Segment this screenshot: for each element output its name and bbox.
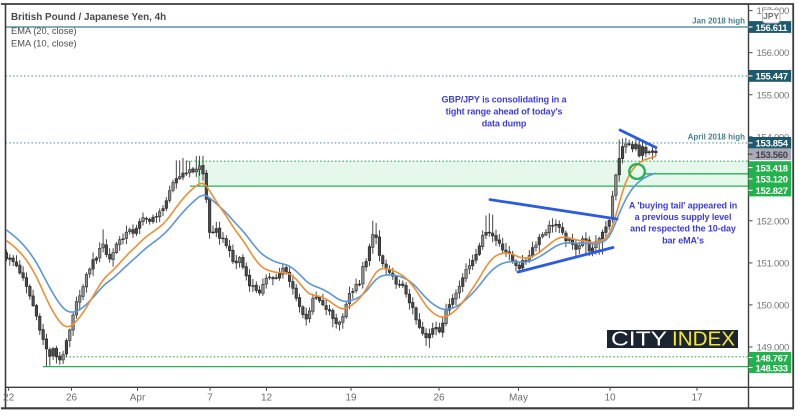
svg-text:British Pound / Japanese Yen,: British Pound / Japanese Yen, 4h bbox=[11, 12, 166, 23]
svg-text:19: 19 bbox=[345, 393, 357, 404]
svg-text:17: 17 bbox=[691, 393, 703, 404]
svg-text:148.533: 148.533 bbox=[756, 363, 788, 374]
svg-text:May: May bbox=[509, 393, 528, 404]
svg-text:156.611: 156.611 bbox=[756, 23, 789, 34]
svg-text:GBP/JPY is consolidating in a: GBP/JPY is consolidating in a bbox=[442, 95, 568, 105]
svg-text:148.767: 148.767 bbox=[756, 353, 788, 364]
svg-text:data dump: data dump bbox=[482, 119, 527, 129]
svg-text:151.000: 151.000 bbox=[757, 259, 790, 270]
svg-text:12: 12 bbox=[261, 393, 273, 404]
svg-text:April 2018 high: April 2018 high bbox=[688, 133, 745, 142]
svg-text:7: 7 bbox=[207, 393, 213, 404]
svg-text:26: 26 bbox=[433, 393, 445, 404]
svg-text:a previous supply level: a previous supply level bbox=[635, 212, 732, 222]
svg-text:tight range ahead of today's: tight range ahead of today's bbox=[446, 107, 563, 117]
svg-text:153.854: 153.854 bbox=[756, 139, 789, 150]
svg-text:and respected the 10-day: and respected the 10-day bbox=[630, 224, 736, 234]
svg-text:bar eMA's: bar eMA's bbox=[662, 235, 704, 245]
svg-text:152.000: 152.000 bbox=[757, 216, 790, 227]
svg-text:155.447: 155.447 bbox=[756, 72, 788, 83]
svg-text:26: 26 bbox=[66, 393, 78, 404]
svg-text:153.120: 153.120 bbox=[756, 175, 788, 186]
svg-text:156.000: 156.000 bbox=[757, 48, 790, 59]
svg-text:CITY: CITY bbox=[611, 329, 667, 351]
svg-text:EMA (20, close): EMA (20, close) bbox=[11, 26, 77, 36]
svg-text:INDEX: INDEX bbox=[672, 329, 735, 351]
svg-text:153.418: 153.418 bbox=[756, 163, 788, 174]
svg-text:153.560: 153.560 bbox=[756, 150, 788, 161]
svg-text:10: 10 bbox=[604, 393, 616, 404]
svg-text:Apr: Apr bbox=[130, 393, 146, 404]
svg-text:Jan 2018 high: Jan 2018 high bbox=[692, 17, 745, 26]
svg-text:155.000: 155.000 bbox=[757, 90, 790, 101]
svg-text:150.000: 150.000 bbox=[757, 301, 790, 312]
svg-text:EMA (10, close): EMA (10, close) bbox=[11, 39, 77, 49]
svg-text:152.827: 152.827 bbox=[756, 186, 788, 197]
svg-text:149.000: 149.000 bbox=[757, 343, 790, 354]
svg-text:22: 22 bbox=[3, 393, 15, 404]
svg-text:JPY: JPY bbox=[763, 11, 779, 21]
svg-text:A 'buying tail' appeared in: A 'buying tail' appeared in bbox=[629, 201, 737, 211]
